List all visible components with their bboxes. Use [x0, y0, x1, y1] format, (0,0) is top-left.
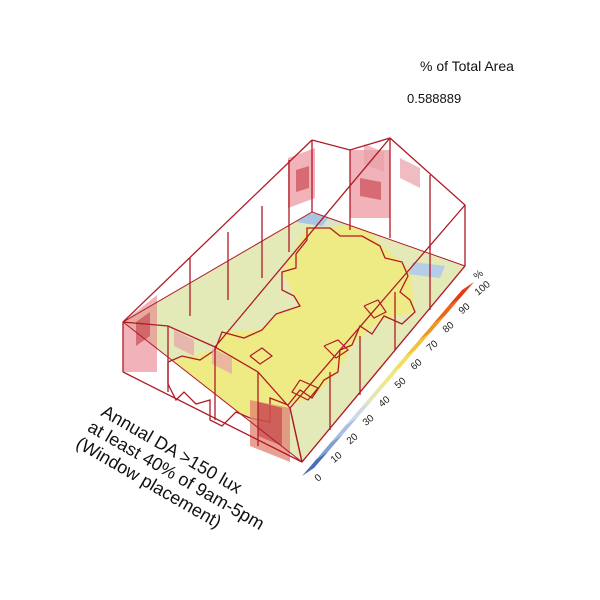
- legend-swatch: [331, 417, 358, 443]
- legend-tick-label: 50: [393, 375, 409, 391]
- window-pane: [360, 178, 381, 200]
- metric-title: % of Total Area: [420, 58, 514, 74]
- diagram-label: Annual DA >150 lux at least 40% of 9am-5…: [73, 401, 268, 534]
- legend-swatch: [432, 298, 460, 324]
- floor-contour: [167, 227, 416, 427]
- legend-swatch: [374, 366, 402, 392]
- legend-swatch: [345, 400, 373, 426]
- legend-swatch: [418, 315, 445, 341]
- legend-swatch: [360, 383, 387, 409]
- window-gable-front-1: [174, 330, 194, 356]
- label-line-2: at least 40% of 9am-5pm: [85, 416, 268, 533]
- legend-tick-label: 40: [377, 394, 393, 410]
- legend-tick-label: 0: [313, 472, 325, 484]
- legend-tick-label: 70: [425, 338, 441, 354]
- legend-tick-label: 20: [345, 431, 361, 447]
- window-gable-2: [400, 158, 420, 188]
- legend-tick-label: 100: [473, 279, 493, 298]
- metric-value: 0.588889: [407, 91, 462, 106]
- window-pane: [136, 312, 150, 346]
- front-wall: [123, 295, 290, 462]
- floor-contour: [249, 347, 274, 365]
- legend-swatch: [389, 349, 416, 375]
- floor-contour: [291, 379, 319, 401]
- building-wireframe: [122, 137, 466, 463]
- floor-blue-cell: [408, 262, 445, 278]
- legend-swatch: [403, 332, 431, 358]
- legend-tick-label: 80: [441, 320, 457, 336]
- legend-tick-label: 90: [457, 301, 473, 317]
- legend-tick-label: 10: [329, 450, 345, 466]
- legend-tick-label: 30: [361, 413, 377, 429]
- floor-contour: [323, 339, 349, 359]
- legend-tick-label: 60: [409, 357, 425, 373]
- legend-swatch: [447, 282, 474, 307]
- window-pane: [258, 402, 282, 446]
- legend-swatch: [302, 451, 329, 476]
- legend-bar: [302, 282, 474, 476]
- window-gable-front-2: [212, 348, 232, 374]
- legend-swatch: [316, 434, 344, 460]
- window-pane: [296, 166, 309, 192]
- floor-high-region: [168, 225, 415, 425]
